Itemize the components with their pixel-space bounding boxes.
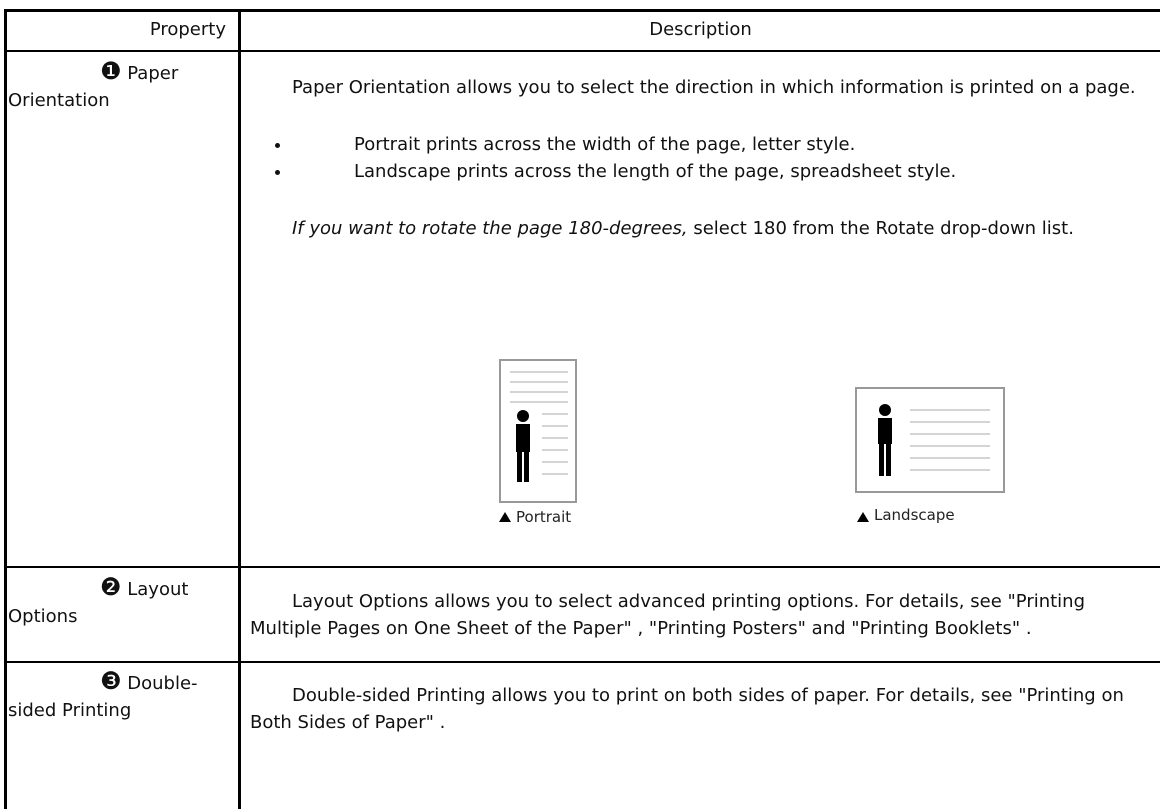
item-text: Portrait prints across the width of the …: [354, 134, 856, 155]
item-text: Landscape prints across the length of th…: [354, 161, 957, 182]
border: [4, 9, 1160, 12]
triangle: [499, 512, 511, 522]
paragraph: Double-sided Printing allows you to prin…: [250, 685, 1124, 733]
caption: Portrait: [516, 508, 572, 526]
description: Double-sided Printing allows you to prin…: [250, 682, 1155, 736]
border: [4, 50, 1160, 52]
property-label: Paper Orientation: [8, 63, 179, 111]
triangle: [857, 512, 869, 522]
header-description: Description: [649, 19, 752, 40]
marker: ❷: [100, 573, 122, 601]
paragraph: Layout Options allows you to select adva…: [250, 591, 1086, 639]
property: ❸ Double-sided Printing: [8, 668, 232, 724]
border: [4, 566, 1160, 568]
list-item: Landscape prints across the length of th…: [292, 158, 1155, 185]
border: [4, 9, 7, 809]
border: [238, 9, 241, 809]
landscape-image: [855, 387, 1005, 493]
portrait-image: [499, 359, 577, 503]
list-item: Portrait prints across the width of the …: [292, 131, 1155, 158]
header-property: Property: [149, 19, 226, 40]
paragraph: If you want to rotate the page 180-degre…: [250, 215, 1155, 242]
paragraph: Paper Orientation allows you to select t…: [292, 77, 1136, 98]
property-label: Double-sided Printing: [8, 673, 198, 721]
property: ❶ Paper Orientation: [8, 58, 232, 114]
marker: ❸: [100, 667, 122, 695]
italic-text: If you want to rotate the page 180-degre…: [292, 218, 688, 239]
property: ❷ Layout Options: [8, 574, 232, 630]
page: Property Description ❶ Paper Orientation…: [0, 0, 1160, 777]
property-label: Layout Options: [8, 579, 189, 627]
caption: Landscape: [874, 506, 955, 524]
marker: ❶: [100, 57, 122, 85]
description: Layout Options allows you to select adva…: [250, 588, 1155, 642]
border: [4, 661, 1160, 663]
text: select 180 from the Rotate drop-down lis…: [687, 218, 1074, 239]
description: Paper Orientation allows you to select t…: [250, 74, 1155, 242]
list: Portrait prints across the width of the …: [250, 131, 1155, 185]
